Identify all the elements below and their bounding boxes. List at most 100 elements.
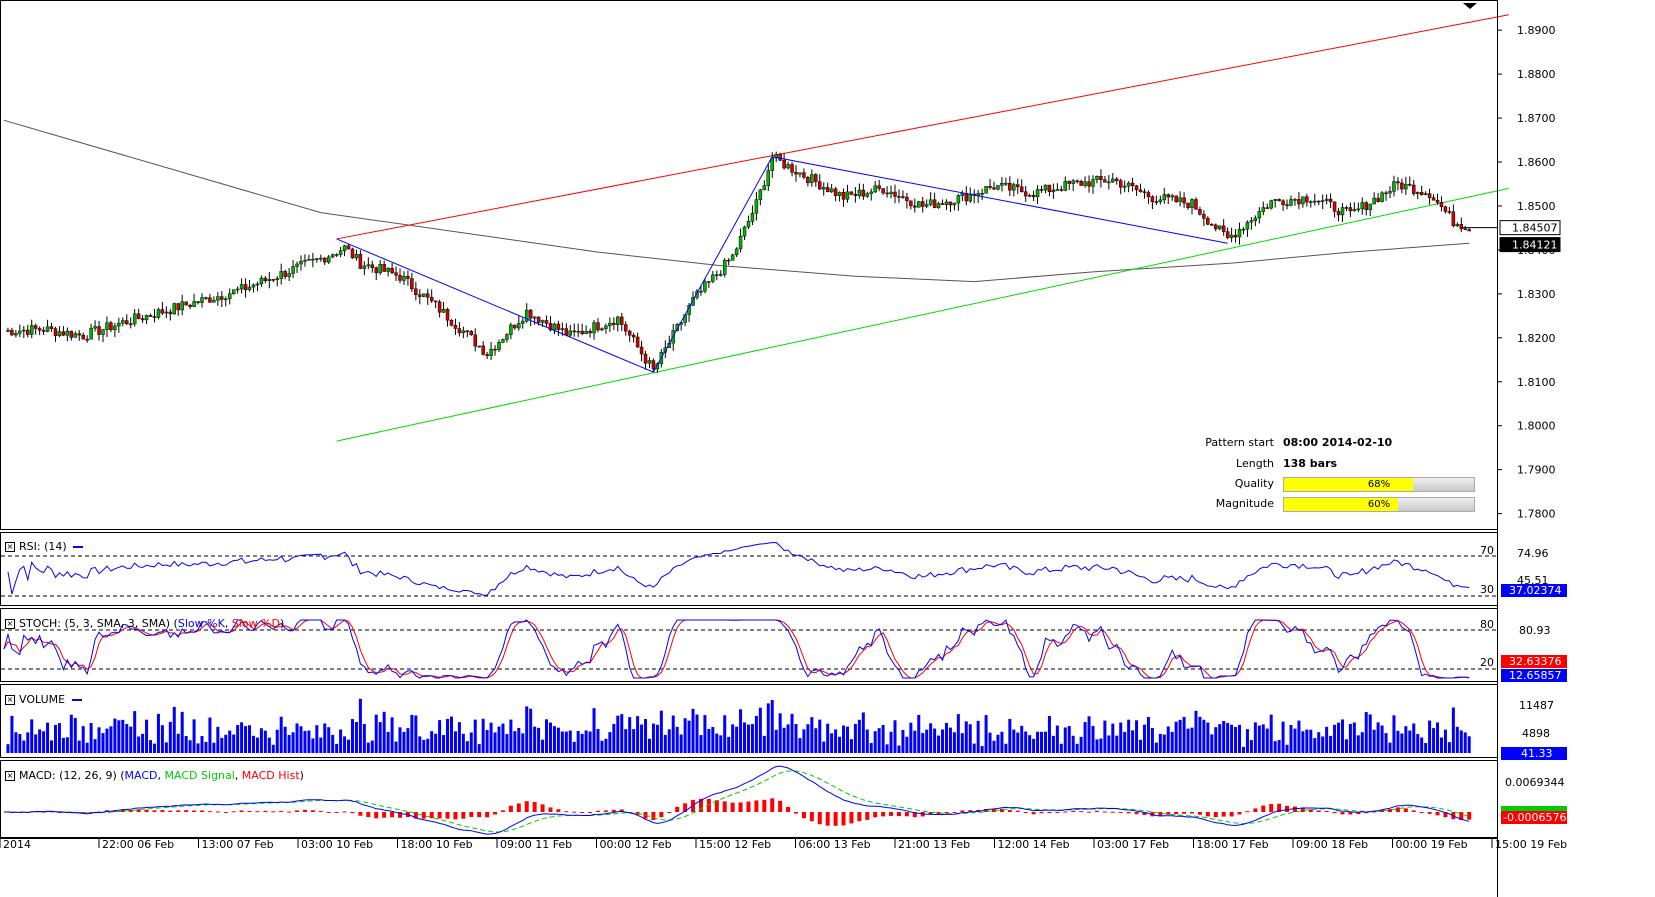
price-tick-label: 1.8800	[1517, 68, 1556, 81]
candle-bearish	[125, 320, 129, 324]
volume-bar	[1222, 720, 1226, 753]
volume-bar	[311, 738, 315, 753]
volume-bar	[956, 714, 960, 753]
candle-bullish	[117, 322, 121, 327]
volume-bar	[212, 742, 216, 753]
volume-bar	[1000, 731, 1004, 753]
candle-bullish	[1091, 179, 1095, 187]
macd-hist-bar	[1364, 812, 1369, 814]
stoch-k-current-value: 12.65857	[1509, 669, 1562, 682]
candle-bearish	[398, 275, 402, 281]
volume-bar	[315, 725, 319, 753]
macd-hist-bar	[1237, 812, 1242, 815]
macd-hist-bar	[1443, 812, 1448, 818]
candle-bearish	[1142, 191, 1147, 193]
candle-bearish	[283, 271, 287, 277]
volume-bar	[236, 724, 240, 753]
macd-hist-bar	[318, 811, 323, 813]
candle-bearish	[825, 187, 830, 193]
macd-hist-bar	[683, 803, 688, 812]
stoch-k-line	[3, 619, 1470, 679]
volume-bar	[1293, 728, 1297, 753]
candle-bearish	[1150, 196, 1155, 202]
volume-bar	[1321, 736, 1325, 753]
volume-bar	[1194, 710, 1198, 753]
volume-bar	[1162, 734, 1166, 753]
macd-hist-bar	[865, 812, 870, 820]
candle-bearish	[1134, 185, 1139, 191]
macd-hist-bar	[1380, 810, 1385, 812]
macd-hist-bar	[730, 802, 735, 812]
volume-collapse-icon[interactable]: ×	[5, 695, 15, 705]
candle-bullish	[798, 172, 802, 175]
macd-hist-bar	[1340, 812, 1345, 815]
volume-title[interactable]: × VOLUME	[5, 693, 82, 706]
macd-collapse-icon[interactable]: ×	[5, 771, 15, 781]
volume-bar	[1174, 721, 1178, 753]
volume-bar	[917, 714, 921, 753]
candle-bearish	[437, 301, 442, 313]
volume-bar	[822, 741, 826, 753]
macd-hist-bar	[928, 812, 933, 815]
candle-bullish	[1071, 180, 1075, 184]
volume-bar	[283, 726, 287, 753]
volume-bar	[968, 724, 972, 753]
volume-bar	[735, 726, 739, 753]
candle-bearish	[1198, 209, 1202, 215]
volume-bar	[461, 733, 465, 753]
candle-bullish	[532, 316, 537, 319]
candle-bullish	[968, 193, 972, 202]
macd-title[interactable]: × MACD: (12, 26, 9) (MACD, MACD Signal, M…	[5, 769, 304, 782]
macd-hist-bar	[326, 812, 331, 813]
candle-bullish	[616, 316, 620, 325]
candle-bearish	[1016, 184, 1020, 188]
scroll-marker-icon[interactable]	[1463, 3, 1477, 9]
candle-bearish	[414, 288, 418, 295]
macd-hist-bar	[461, 812, 466, 819]
candle-bullish	[287, 273, 291, 277]
candle-bearish	[41, 329, 46, 332]
macd-hist-bar	[1063, 811, 1068, 813]
candle-bullish	[342, 245, 347, 251]
volume-bar	[1051, 735, 1055, 753]
rsi-collapse-icon[interactable]: ×	[5, 542, 15, 552]
candle-bearish	[204, 297, 208, 299]
volume-bar	[347, 739, 351, 753]
macd-hist-bar	[49, 811, 54, 813]
macd-hist-bar	[358, 812, 363, 816]
candle-bearish	[1285, 204, 1289, 206]
volume-bar	[477, 744, 481, 753]
candle-bearish	[580, 330, 584, 335]
volume-bar	[723, 715, 727, 753]
candle-bearish	[1221, 225, 1226, 232]
volume-bar	[1123, 731, 1127, 753]
volume-bar	[386, 731, 390, 753]
volume-bar	[457, 722, 461, 753]
volume-bar	[1447, 742, 1451, 753]
volume-bar	[34, 734, 38, 753]
volume-bar	[434, 733, 438, 753]
volume-bar	[845, 726, 849, 753]
candle-bearish	[596, 322, 600, 331]
volume-bar	[960, 733, 964, 753]
volume-bar	[695, 714, 699, 753]
rsi-title[interactable]: × RSI: (14)	[5, 540, 84, 553]
candle-bearish	[350, 248, 355, 259]
volume-panel	[0, 684, 1498, 758]
volume-bar	[1261, 724, 1265, 753]
candle-bearish	[1130, 182, 1135, 186]
macd-hist-bar	[896, 812, 901, 817]
volume-bar	[1436, 722, 1440, 753]
rsi-level-30-label: 30	[1480, 583, 1494, 596]
candle-bullish	[1249, 220, 1254, 223]
volume-bar	[152, 743, 156, 753]
macd-hist-bar	[1292, 806, 1297, 812]
candle-bullish	[1340, 207, 1345, 216]
volume-bar	[38, 729, 42, 753]
stoch-title[interactable]: × STOCH: (5, 3, SMA, 3, SMA) (Slow %K, Sl…	[5, 617, 285, 630]
stoch-collapse-icon[interactable]: ×	[5, 619, 15, 629]
macd-title-text: MACD: (12, 26, 9)	[19, 769, 117, 782]
volume-bar	[1040, 731, 1044, 753]
macd-hist-bar	[564, 811, 569, 813]
candle-bearish	[802, 172, 806, 178]
